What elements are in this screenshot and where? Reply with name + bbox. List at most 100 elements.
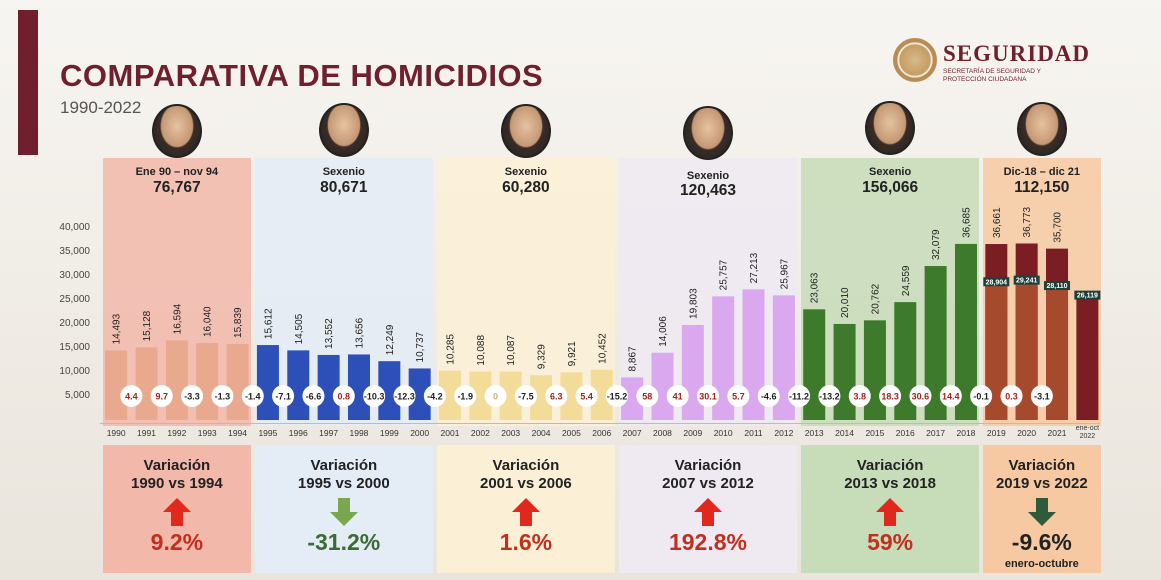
y-tick-label: 15,000 — [59, 342, 90, 353]
x-tick-label: 2021 — [1047, 428, 1067, 438]
variation-box: Variación 2013 vs 2018 59% — [801, 445, 980, 573]
logo-subtitle: SECRETARÍA DE SEGURIDAD Y PROTECCIÓN CIU… — [943, 68, 1041, 83]
change-label: -15.2 — [607, 392, 628, 402]
change-label: 5.7 — [732, 392, 745, 402]
change-label: -6.6 — [306, 392, 322, 402]
bar — [590, 369, 613, 420]
x-tick-label: 2005 — [561, 428, 581, 438]
variation-range: 2007 vs 2012 — [662, 475, 754, 492]
arrow-up-icon — [693, 498, 722, 526]
period-label: Sexenio — [869, 166, 912, 178]
page-subtitle: 1990-2022 — [60, 98, 142, 117]
change-label: 58 — [642, 392, 652, 402]
page-title: COMPARATIVA DE HOMICIDIOS — [60, 58, 544, 93]
y-tick-label: 35,000 — [59, 246, 90, 257]
inner-value-badge — [1074, 290, 1101, 300]
bar-inner-segment — [1015, 279, 1038, 420]
bar-value-label: 10,737 — [415, 331, 426, 362]
period-label: Sexenio — [322, 166, 365, 178]
x-tick-label: 2018 — [956, 428, 976, 438]
change-circle — [970, 385, 993, 407]
period-column — [801, 158, 980, 426]
change-circle — [272, 385, 295, 407]
inner-value-label: 28,904 — [986, 279, 1008, 286]
change-circle — [150, 385, 173, 407]
x-tick-label: 2013 — [804, 428, 824, 438]
president-portrait — [1016, 102, 1067, 156]
change-circle — [181, 385, 204, 407]
variation-value: 192.8% — [668, 529, 747, 555]
bar — [408, 368, 431, 420]
bar-value-label: 10,087 — [506, 335, 517, 366]
bar-value-label: 9,921 — [567, 341, 578, 366]
bar-value-label: 14,493 — [112, 313, 123, 344]
bar-value-label: 20,010 — [840, 287, 851, 318]
bar — [712, 296, 735, 420]
variation-value: -9.6% — [1011, 529, 1072, 555]
x-tick-label: 2009 — [683, 428, 703, 438]
bar-value-label: 35,700 — [1053, 212, 1064, 243]
change-label: -13.2 — [819, 392, 840, 402]
bar-value-label: 10,088 — [476, 335, 487, 366]
period-column — [254, 158, 433, 426]
change-circle — [423, 385, 446, 407]
change-label: -12.3 — [394, 392, 415, 402]
change-label: -1.3 — [215, 392, 231, 402]
x-tick-label: 1999 — [379, 428, 399, 438]
president-portrait — [318, 103, 369, 157]
y-tick-label: 20,000 — [59, 318, 90, 329]
change-label: 14.4 — [942, 392, 960, 402]
y-tick-label: 40,000 — [59, 222, 90, 233]
variation-title: Variación — [143, 457, 211, 474]
bar-value-label: 15,612 — [263, 308, 274, 339]
period-label: Sexenio — [686, 170, 730, 182]
period-column — [436, 158, 615, 426]
president-portrait — [151, 104, 202, 158]
variation-range: 1995 vs 2000 — [297, 475, 390, 492]
change-circle — [393, 385, 416, 407]
bar-value-label: 8,867 — [628, 346, 639, 371]
variation-title: Variación — [310, 457, 378, 474]
change-circle — [241, 385, 264, 407]
bar-value-label: 36,773 — [1022, 206, 1033, 237]
bar — [772, 295, 795, 420]
variation-value: 1.6% — [499, 529, 553, 555]
change-circle — [757, 385, 780, 407]
variation-title: Variación — [492, 457, 560, 474]
variation-range: 2013 vs 2018 — [844, 475, 936, 492]
bar-value-label: 36,661 — [992, 207, 1003, 238]
bar-value-label: 25,757 — [719, 259, 730, 290]
change-circle — [879, 385, 902, 407]
bar-value-label: 14,505 — [294, 313, 305, 344]
change-circle — [332, 385, 355, 407]
change-circle — [454, 385, 477, 407]
bar — [924, 266, 947, 420]
x-tick-label: 2006 — [592, 428, 612, 438]
seguridad-logo: SEGURIDAD SECRETARÍA DE SEGURIDAD Y PROT… — [893, 38, 1113, 86]
national-seal-icon — [893, 38, 937, 82]
x-tick-label: 2019 — [986, 428, 1006, 438]
arrow-down-icon — [329, 498, 358, 526]
x-tick-label: 1996 — [288, 428, 308, 438]
period-total: 76,767 — [153, 179, 201, 196]
change-label: -0.1 — [973, 392, 989, 402]
period-total: 112,150 — [1014, 179, 1070, 196]
change-label: -3.1 — [1034, 392, 1050, 402]
change-label: -1.9 — [457, 392, 473, 402]
change-label: 5.4 — [580, 392, 593, 402]
change-circle — [211, 385, 234, 407]
x-tick-label: 2001 — [440, 428, 460, 438]
change-circle — [697, 385, 719, 407]
bar-value-label: 16,594 — [172, 303, 183, 334]
change-circle — [575, 385, 598, 407]
inner-value-label: 26,119 — [1077, 293, 1098, 300]
variation-value: 59% — [867, 529, 914, 555]
change-label: 6.3 — [550, 392, 563, 402]
bar-inner-segment — [1046, 285, 1069, 420]
period-total: 156,066 — [862, 179, 919, 196]
bar — [894, 302, 917, 420]
change-label: 30.1 — [699, 392, 717, 402]
bar — [651, 352, 674, 420]
bar — [499, 371, 522, 420]
variation-title: Variación — [674, 457, 742, 474]
